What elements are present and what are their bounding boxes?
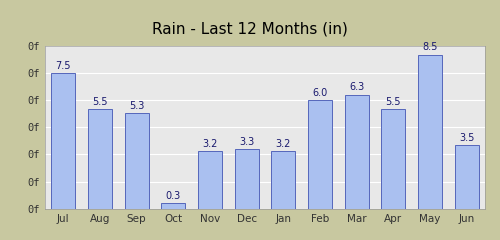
Text: 0.3: 0.3: [166, 191, 181, 201]
Text: 6.0: 6.0: [312, 88, 328, 98]
Bar: [88, 109, 112, 209]
Text: 6.3: 6.3: [349, 82, 364, 92]
Bar: [418, 55, 442, 209]
Text: 5.5: 5.5: [92, 97, 108, 107]
Text: Rain - Last 12 Months (in): Rain - Last 12 Months (in): [152, 22, 348, 36]
Text: 5.3: 5.3: [129, 101, 144, 110]
Text: 5.5: 5.5: [386, 97, 401, 107]
Bar: [235, 149, 258, 209]
Text: 7.5: 7.5: [56, 61, 71, 71]
Text: 3.5: 3.5: [459, 133, 474, 143]
Text: 3.2: 3.2: [202, 138, 218, 149]
Bar: [455, 145, 478, 209]
Bar: [344, 95, 368, 209]
Bar: [162, 203, 185, 209]
Bar: [125, 113, 148, 209]
Text: 3.3: 3.3: [239, 137, 254, 147]
Text: 3.2: 3.2: [276, 138, 291, 149]
Text: 8.5: 8.5: [422, 42, 438, 53]
Bar: [382, 109, 405, 209]
Bar: [198, 151, 222, 209]
Bar: [272, 151, 295, 209]
Bar: [308, 100, 332, 209]
Bar: [52, 73, 75, 209]
